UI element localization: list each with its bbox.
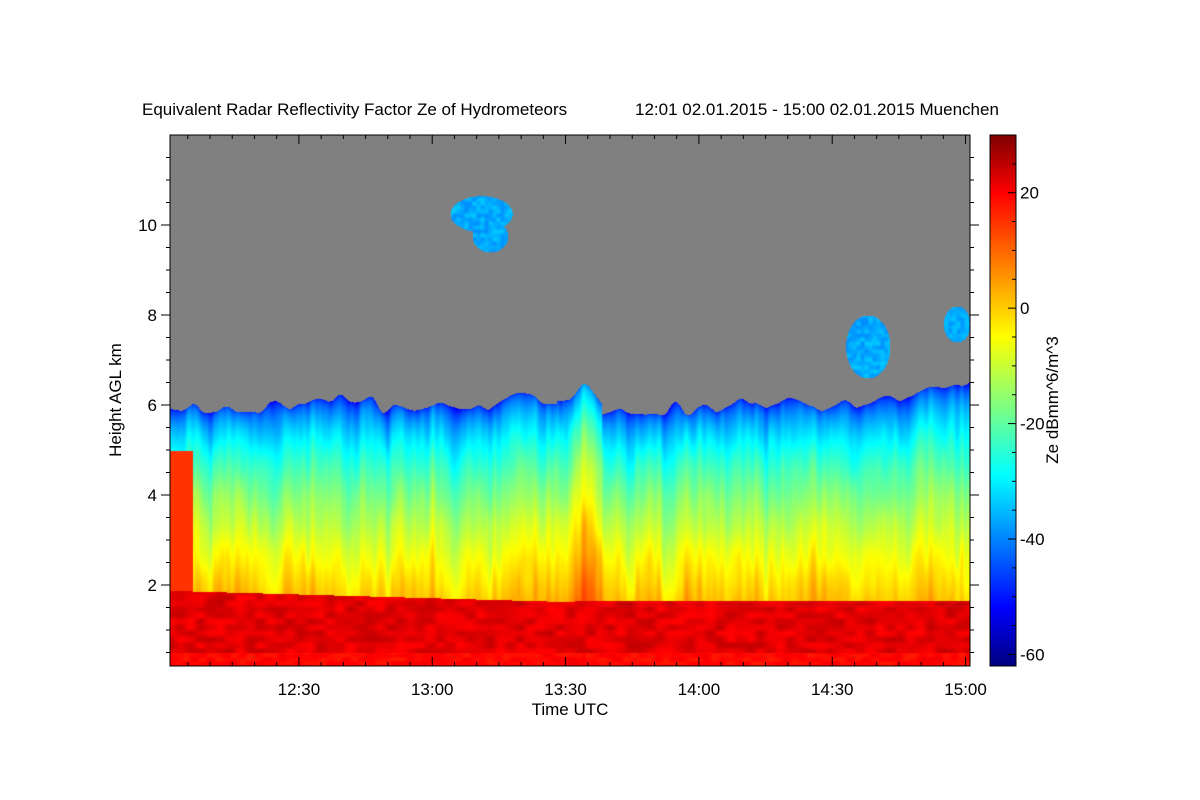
colorbar-tick-label: 0 bbox=[1020, 299, 1029, 318]
colorbar-label: Ze dBmm^6/m^3 bbox=[1043, 336, 1062, 463]
colorbar-tick-label: -20 bbox=[1020, 415, 1045, 434]
y-tick-label: 2 bbox=[148, 576, 157, 595]
x-tick-label: 13:30 bbox=[544, 680, 587, 699]
colorbar-tick-label: -60 bbox=[1020, 645, 1045, 664]
plot-frame bbox=[169, 134, 971, 667]
colorbar-tick-label: 20 bbox=[1020, 184, 1039, 203]
y-axis-label: Height AGL km bbox=[106, 343, 125, 457]
y-tick-label: 8 bbox=[148, 306, 157, 325]
x-tick-label: 15:00 bbox=[944, 680, 987, 699]
x-axis-ticks: 12:30 13:00 13:30 14:00 14:30 15:00 bbox=[187, 135, 987, 699]
colorbar-tick-label: -40 bbox=[1020, 530, 1045, 549]
x-tick-label: 13:00 bbox=[411, 680, 454, 699]
x-axis-label: Time UTC bbox=[532, 700, 609, 719]
y-axis-ticks: 2 4 6 8 10 bbox=[138, 157, 979, 653]
y-tick-label: 4 bbox=[148, 486, 157, 505]
y-tick-label: 6 bbox=[148, 396, 157, 415]
chart-subtitle: 12:01 02.01.2015 - 15:00 02.01.2015 Muen… bbox=[635, 100, 999, 119]
plot-area bbox=[169, 134, 971, 667]
chart-title: Equivalent Radar Reflectivity Factor Ze … bbox=[142, 100, 567, 119]
reflectivity-heatmap bbox=[170, 135, 970, 666]
colorbar-gradient bbox=[989, 134, 1017, 667]
colorbar: 20 0 -20 -40 -60 Ze dBmm^6/m^3 bbox=[989, 134, 1062, 667]
x-tick-label: 14:30 bbox=[811, 680, 854, 699]
x-tick-label: 14:00 bbox=[678, 680, 721, 699]
x-tick-label: 12:30 bbox=[278, 680, 321, 699]
colorbar-ticks: 20 0 -20 -40 -60 bbox=[1008, 134, 1045, 664]
y-tick-label: 10 bbox=[138, 216, 157, 235]
